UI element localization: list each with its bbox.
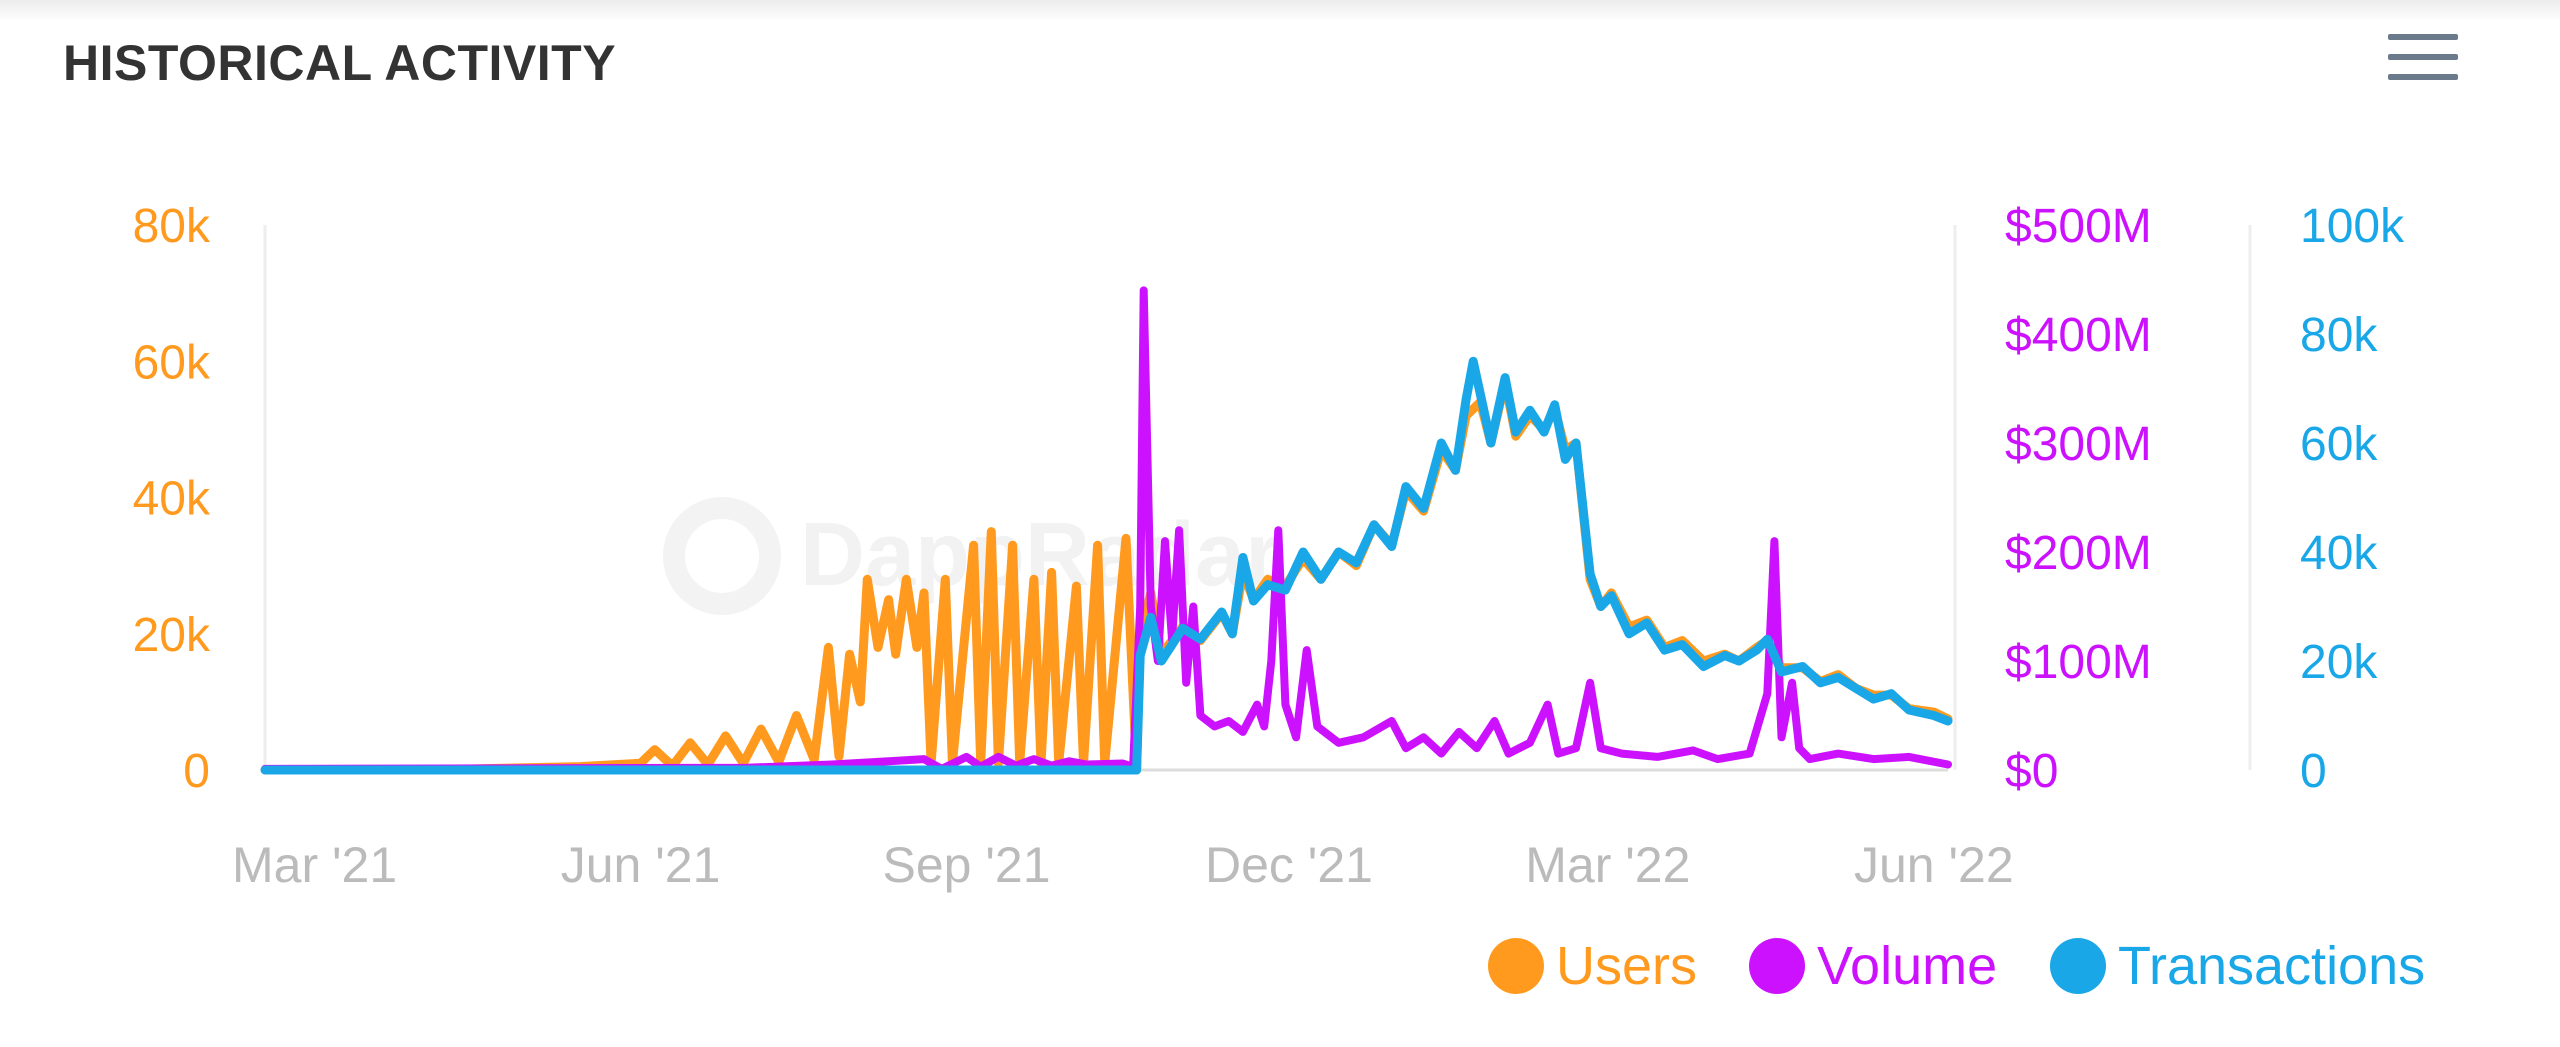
legend-item-users[interactable]: Users	[1488, 935, 1697, 997]
legend-label-transactions: Transactions	[2118, 936, 2426, 996]
y-tick-label-users: 40k	[133, 473, 211, 526]
y-tick-label-transactions: 40k	[2300, 527, 2378, 580]
y-tick-label-users: 20k	[133, 609, 211, 662]
x-tick-label: Mar '22	[1525, 837, 1690, 893]
y-tick-label-volume: $0	[2005, 745, 2058, 798]
x-tick-label: Jun '22	[1854, 837, 2014, 893]
y-tick-label-volume: $100M	[2005, 636, 2152, 689]
y-tick-label-users: 60k	[133, 336, 211, 389]
y-tick-label-transactions: 0	[2300, 745, 2327, 798]
x-tick-label: Dec '21	[1205, 837, 1373, 893]
legend-dot-transactions	[2050, 938, 2106, 994]
legend-label-users: Users	[1556, 936, 1698, 996]
y-tick-label-volume: $400M	[2005, 309, 2152, 362]
menu-bar	[2388, 74, 2458, 80]
menu-bar	[2388, 34, 2458, 40]
x-tick-label: Mar '21	[232, 837, 397, 893]
y-tick-label-users: 0	[183, 745, 210, 798]
x-tick-label: Jun '21	[561, 837, 721, 893]
series-line-transactions	[260, 356, 1953, 775]
series-line-volume	[261, 286, 1952, 773]
y-tick-label-volume: $500M	[2005, 200, 2152, 253]
menu-bar	[2388, 54, 2458, 60]
x-tick-label: Sep '21	[883, 837, 1051, 893]
y-tick-label-transactions: 100k	[2300, 200, 2405, 253]
hamburger-menu-icon[interactable]	[2380, 30, 2466, 90]
y-tick-label-transactions: 80k	[2300, 309, 2378, 362]
legend-dot-volume	[1749, 938, 1805, 994]
y-tick-label-transactions: 60k	[2300, 418, 2378, 471]
chart-title: HISTORICAL ACTIVITY	[63, 35, 617, 91]
y-tick-label-volume: $200M	[2005, 527, 2152, 580]
watermark-text: DappRadar	[800, 505, 1280, 605]
watermark-logo-icon	[663, 497, 781, 615]
legend-item-volume[interactable]: Volume	[1749, 935, 1997, 997]
y-tick-label-users: 80k	[133, 200, 211, 253]
y-tick-label-transactions: 20k	[2300, 636, 2378, 689]
top-shadow	[0, 0, 2560, 22]
legend-dot-users	[1488, 938, 1544, 994]
y-tick-label-volume: $300M	[2005, 418, 2152, 471]
legend-item-transactions[interactable]: Transactions	[2050, 935, 2425, 997]
legend-label-volume: Volume	[1817, 936, 1998, 996]
